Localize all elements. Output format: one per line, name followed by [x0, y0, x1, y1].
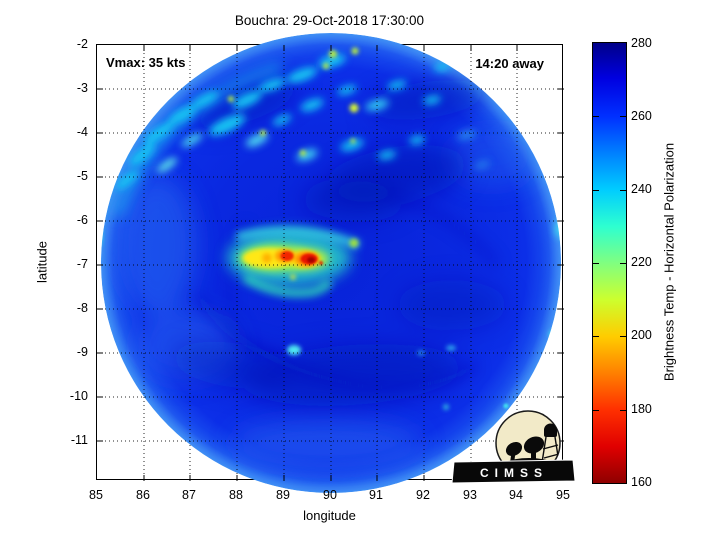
vmax-annotation: Vmax: 35 kts — [106, 55, 186, 70]
y-tick-label: -2 — [76, 37, 88, 51]
cimss-logo: CIMSS — [451, 410, 576, 484]
colorbar-tick-label: 180 — [631, 402, 652, 416]
grid-overlay — [97, 45, 564, 481]
colorbar-tick-label: 220 — [631, 255, 652, 269]
y-tick-label: -6 — [76, 213, 88, 227]
x-tick-label: 94 — [509, 488, 523, 502]
y-tick-label: -3 — [76, 81, 88, 95]
x-tick-label: 93 — [463, 488, 477, 502]
x-tick-label: 89 — [276, 488, 290, 502]
x-tick-label: 90 — [323, 488, 337, 502]
time-away-annotation: 14:20 away — [475, 56, 544, 71]
axis-tick-marks — [97, 45, 564, 481]
swath-disc — [101, 33, 561, 493]
y-tick-label: -7 — [76, 257, 88, 271]
y-tick-label: -10 — [69, 389, 88, 403]
storm-center-convection — [227, 227, 361, 298]
secondary-core-hotspot — [280, 251, 294, 261]
cimss-banner — [451, 459, 576, 484]
x-axis-label: longitude — [303, 508, 356, 523]
y-tick-label: -9 — [76, 345, 88, 359]
colorbar-tick-label: 280 — [631, 36, 652, 50]
satellite-dish-icon — [523, 436, 545, 454]
y-tick-label: -4 — [76, 125, 88, 139]
water-tower-icon — [540, 423, 560, 470]
x-tick-label: 87 — [182, 488, 196, 502]
cimss-logo-text: CIMSS — [480, 466, 548, 480]
x-tick-label: 91 — [369, 488, 383, 502]
x-tick-label: 95 — [556, 488, 570, 502]
x-tick-label: 86 — [136, 488, 150, 502]
y-axis-label: latitude — [34, 241, 50, 283]
colorbar-label: Brightness Temp - Horizontal Polarizatio… — [661, 142, 677, 382]
satellite-swath-image: CIMSS — [97, 33, 576, 493]
y-tick-label: -8 — [76, 301, 88, 315]
y-tick-label: -11 — [70, 433, 88, 447]
colorbar-tick-label: 160 — [631, 475, 652, 489]
colorbar-tick-label: 260 — [631, 109, 652, 123]
colorbar-tick-label: 200 — [631, 328, 652, 342]
page-title: Bouchra: 29-Oct-2018 17:30:00 — [234, 13, 425, 28]
x-tick-label: 85 — [89, 488, 103, 502]
west-edge-cyan-sliver — [101, 227, 102, 247]
plot-frame: CIMSS Vmax: 35 kts 14:20 away — [96, 33, 576, 493]
x-tick-label: 92 — [416, 488, 430, 502]
satellite-dish-icon — [505, 441, 523, 457]
y-tick-label: -5 — [76, 169, 88, 183]
x-tick-label: 88 — [229, 488, 243, 502]
colorbar — [592, 42, 627, 484]
colorbar-tick-label: 240 — [631, 182, 652, 196]
north-warm-specks — [228, 47, 359, 156]
